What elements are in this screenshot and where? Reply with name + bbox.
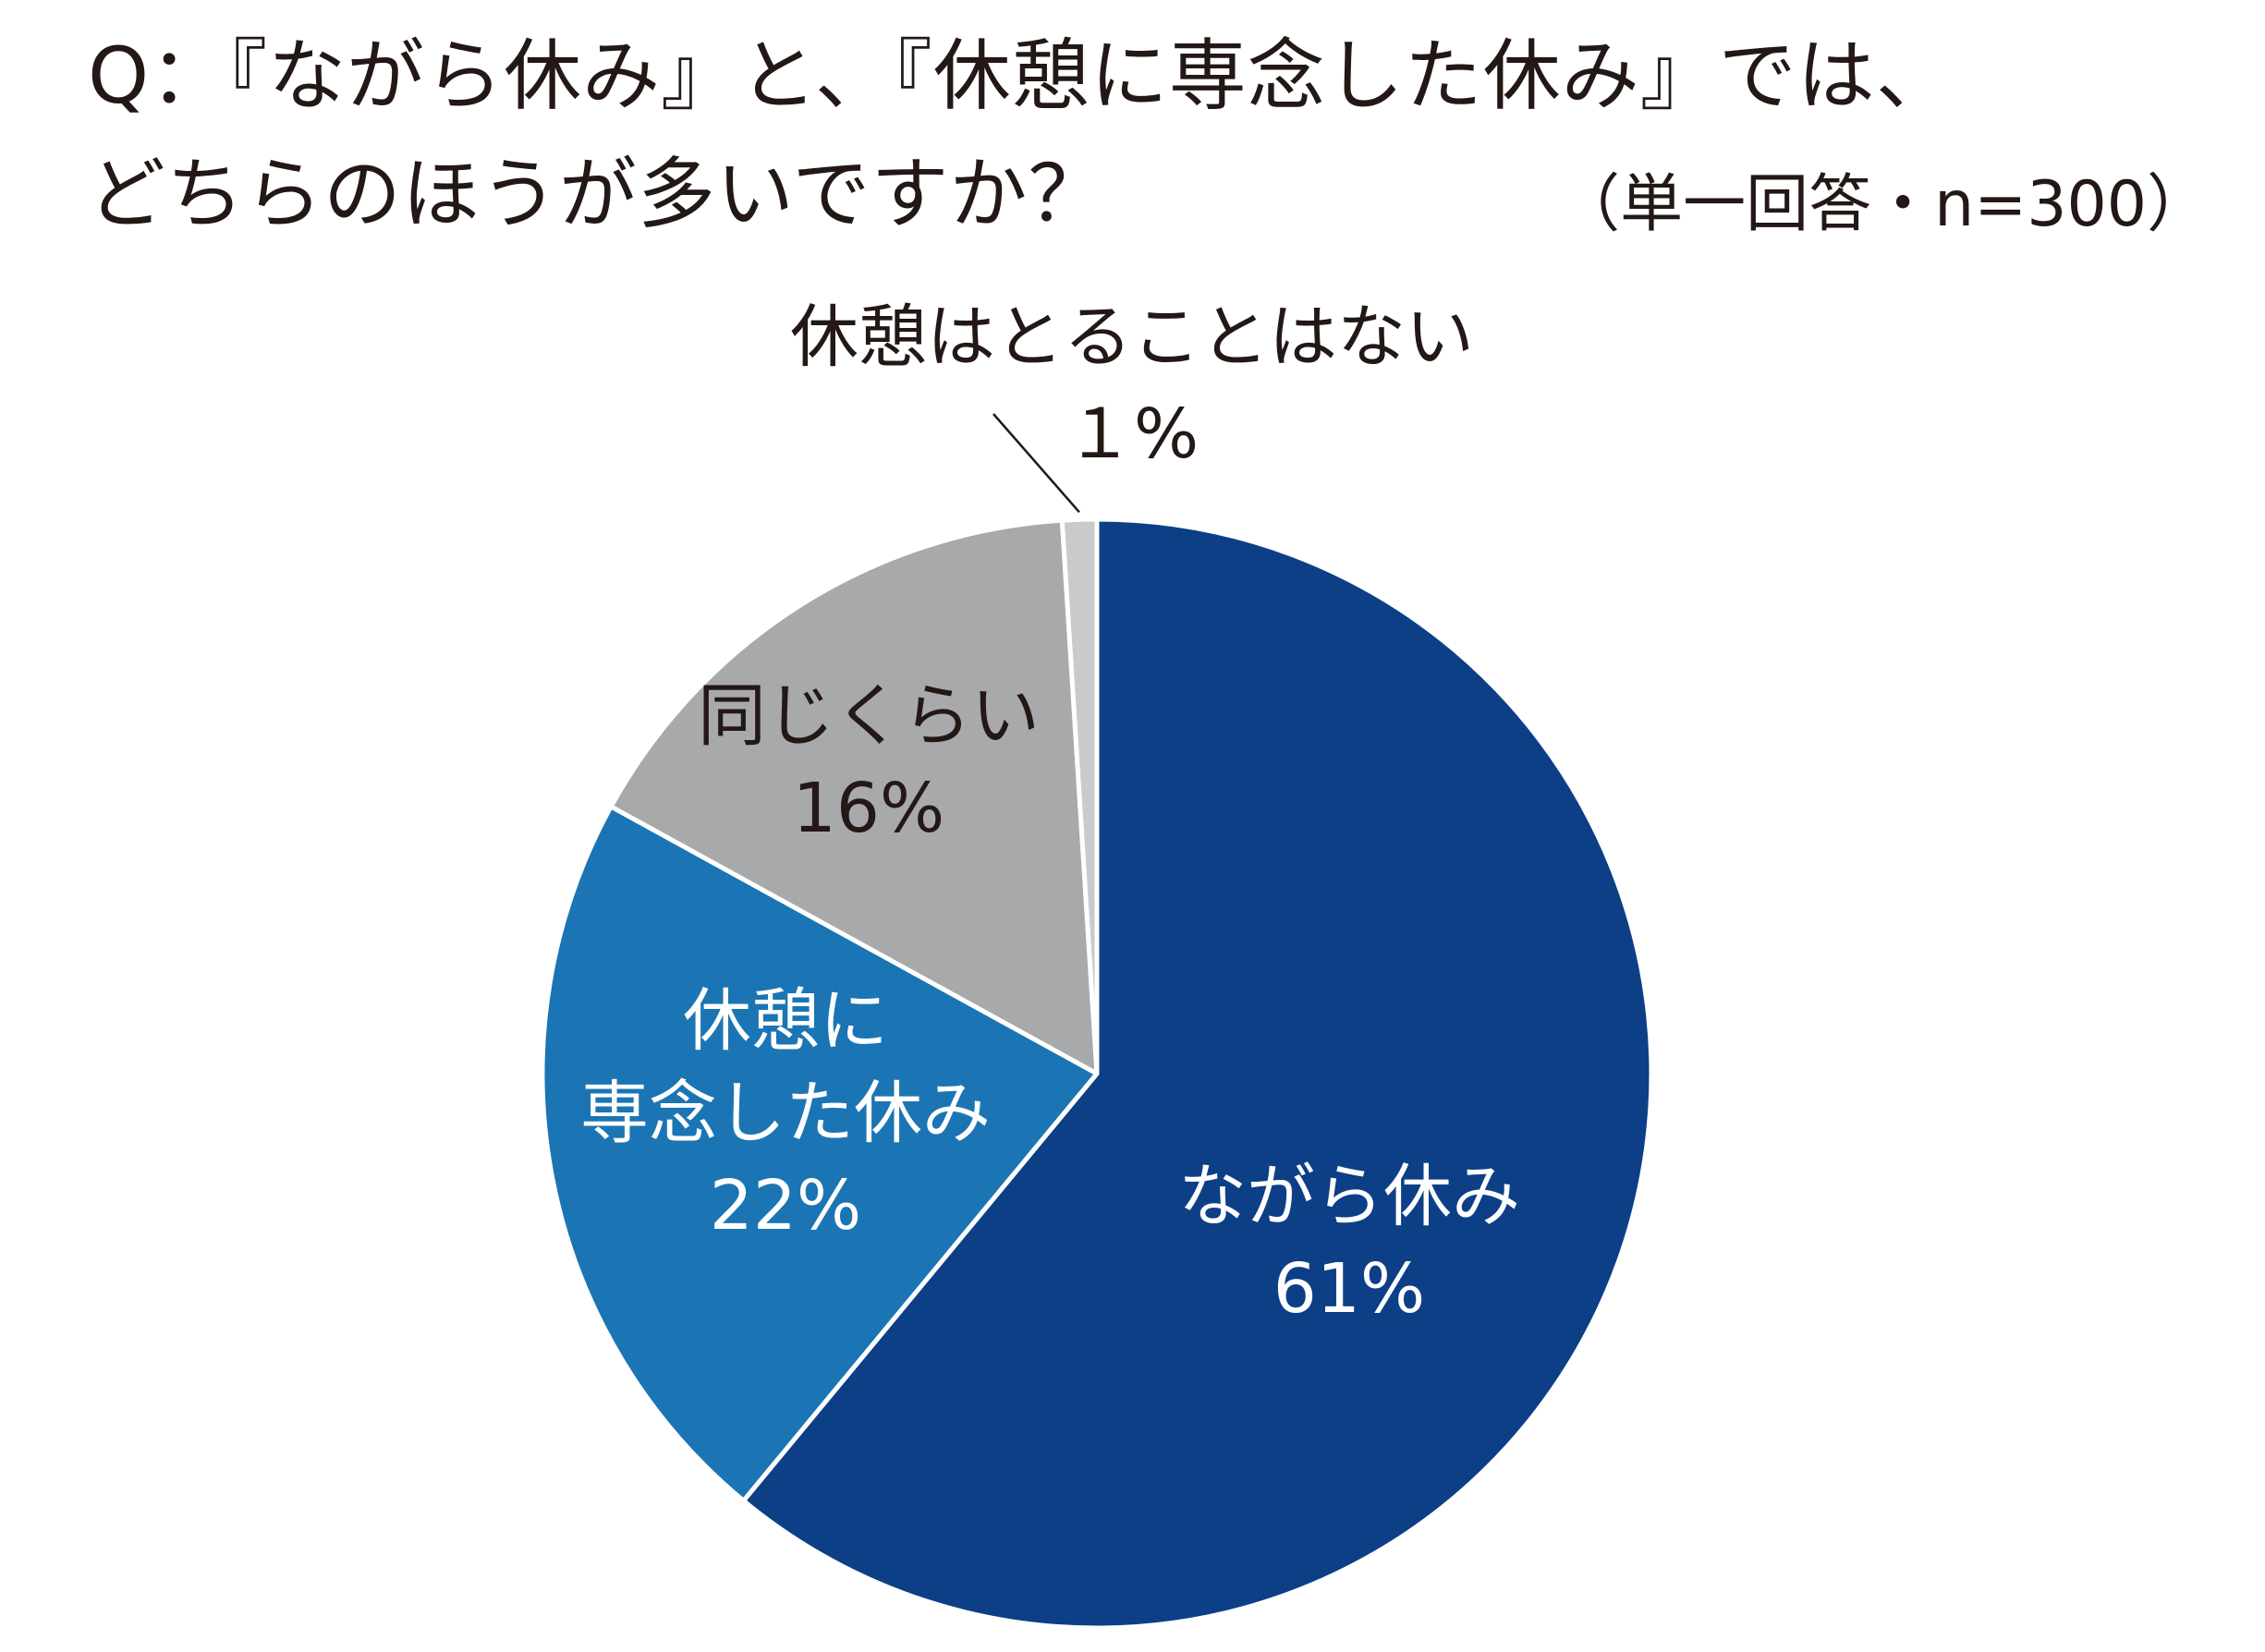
slice-name-label-toranai-1: 休憩はとることはない xyxy=(790,298,1474,377)
slice-value-label-onaji: 16% xyxy=(793,769,944,848)
slice-value-label-nagara: 61% xyxy=(1273,1249,1425,1329)
sample-note: （単一回答・n=300） xyxy=(1557,168,2210,241)
pie-slice-onaji xyxy=(608,517,1100,1076)
slice-value-label-kyukei-sennen: 22% xyxy=(710,1166,861,1245)
slice-name-label-kyukei-sennen-1: 休憩に xyxy=(683,981,888,1061)
slice-name-label-nagara-1: ながら休み xyxy=(1178,1157,1520,1236)
chart-title-line-2: どちらのほうが多いですか？ xyxy=(88,149,1107,239)
slice-name-label-onaji-1: 同じくらい xyxy=(698,676,1040,756)
chart-title-line-1: Q：『ながら休み』と、『休憩に専念した休み』では、 xyxy=(88,30,1954,121)
slice-value-label-toranai: １% xyxy=(1066,395,1199,474)
leader-line-toranai xyxy=(992,413,1080,514)
pie-slice-toranai xyxy=(1059,516,1100,1076)
slice-name-label-kyukei-sennen-2: 専念した休み xyxy=(580,1074,991,1153)
pie-slice-kyukei-sennen xyxy=(540,804,1100,1503)
pie-slice-nagara xyxy=(741,516,1654,1631)
